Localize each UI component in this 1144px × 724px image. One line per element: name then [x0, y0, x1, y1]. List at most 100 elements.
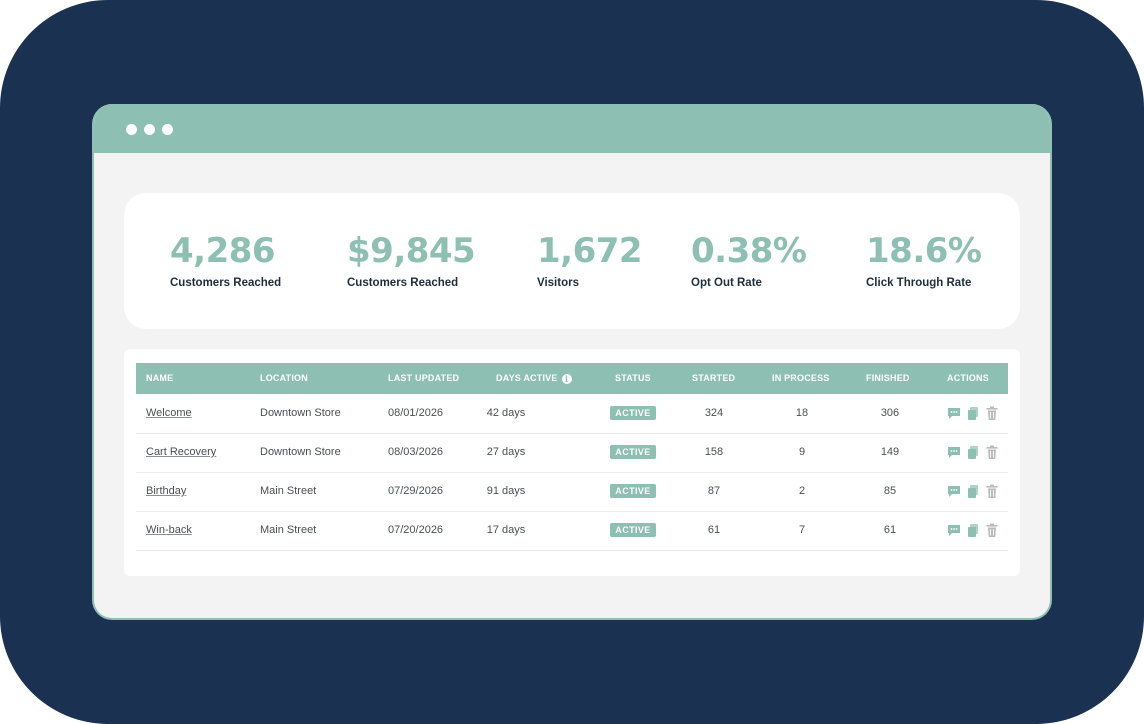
cell-value: Downtown Store [260, 446, 341, 458]
window-dot-2[interactable] [144, 124, 155, 135]
cell-value: 9 [798, 446, 806, 458]
stat-value: $9,845 [347, 231, 476, 271]
copy-icon[interactable] [966, 406, 980, 421]
column-header-name[interactable]: NAME [146, 373, 174, 383]
trash-icon[interactable] [985, 445, 999, 460]
cell-name: Welcome [146, 394, 192, 433]
cell-value: 91 days [486, 485, 526, 497]
column-header-last-updated[interactable]: LAST UPDATED [388, 373, 460, 383]
stat-label: Visitors [537, 277, 579, 289]
message-icon[interactable] [947, 445, 961, 460]
cell-value: Main Street [260, 485, 317, 497]
cell-value: 306 [880, 407, 900, 419]
stat-click-through-rate: 18.6% Click Through Rate [866, 231, 982, 289]
stat-label: Opt Out Rate [691, 277, 762, 289]
cell-value: 85 [883, 485, 897, 497]
stat-value: 0.38% [691, 231, 807, 271]
stat-value: 1,672 [537, 231, 643, 271]
cell-value: 07/20/2026 [388, 524, 444, 536]
campaign-name-link[interactable]: Win-back [146, 524, 192, 536]
table-row[interactable]: Win-back Main Street 07/20/2026 17 days ACTI… [136, 511, 1008, 551]
stat-visitors: 1,672 Visitors [537, 231, 643, 289]
cell-value: 2 [798, 485, 806, 497]
cell-value: 61 [883, 524, 897, 536]
cell-value: 42 days [486, 407, 526, 419]
copy-icon[interactable] [966, 484, 980, 499]
info-icon[interactable]: i [561, 373, 572, 384]
cell-started: 158 [684, 433, 744, 472]
cell-value: Main Street [260, 524, 317, 536]
message-icon[interactable] [947, 523, 961, 538]
status-badge: ACTIVE [610, 445, 656, 460]
cell-name: Birthday [146, 472, 186, 511]
cell-name: Win-back [146, 511, 192, 550]
stat-label: Click Through Rate [866, 277, 972, 289]
cell-finished: 306 [860, 394, 920, 433]
cell-location: Downtown Store [260, 394, 341, 433]
cell-in-process: 9 [772, 433, 832, 472]
table-header: NAME LOCATION LAST UPDATED DAYS ACTIVE i … [136, 363, 1008, 394]
status-badge: ACTIVE [610, 523, 656, 538]
campaign-name-link[interactable]: Cart Recovery [146, 446, 217, 458]
status-badge: ACTIVE [610, 406, 656, 421]
cell-location: Main Street [260, 511, 316, 550]
trash-icon[interactable] [985, 523, 999, 538]
cell-days-active: 17 days [466, 511, 546, 550]
column-header-in-process[interactable]: IN PROCESS [772, 373, 830, 383]
stat-label: Customers Reached [170, 277, 282, 289]
stat-customers-reached: 4,286 Customers Reached [170, 231, 281, 289]
cell-value: 08/01/2026 [388, 407, 444, 419]
cell-finished: 85 [860, 472, 920, 511]
column-header-status[interactable]: STATUS [615, 373, 651, 383]
trash-icon[interactable] [985, 406, 999, 421]
browser-window: 4,286 Customers Reached $9,845 Customers… [92, 104, 1052, 620]
column-header-started[interactable]: STARTED [692, 373, 736, 383]
stat-label: Customers Reached [347, 277, 459, 289]
status-badge: ACTIVE [610, 484, 656, 499]
cell-status: ACTIVE [600, 394, 666, 433]
stats-card: 4,286 Customers Reached $9,845 Customers… [124, 193, 1020, 329]
message-icon[interactable] [947, 484, 961, 499]
cell-value: 18 [795, 407, 809, 419]
campaign-name-link[interactable]: Welcome [146, 407, 192, 419]
cell-status: ACTIVE [600, 472, 666, 511]
column-header-finished[interactable]: FINISHED [866, 373, 910, 383]
table-row[interactable]: Birthday Main Street 07/29/2026 91 days ACTI… [136, 472, 1008, 512]
column-header-location[interactable]: LOCATION [260, 373, 308, 383]
cell-name: Cart Recovery [146, 433, 216, 472]
cell-value: 61 [707, 524, 721, 536]
cell-last-updated: 08/03/2026 [388, 433, 443, 472]
cell-value: 324 [704, 407, 724, 419]
campaigns-table: NAME LOCATION LAST UPDATED DAYS ACTIVE i … [124, 349, 1020, 576]
stat-customers-reached-revenue: $9,845 Customers Reached [347, 231, 476, 289]
cell-value: 08/03/2026 [388, 446, 444, 458]
table-row[interactable]: Welcome Downtown Store 08/01/2026 42 days AC… [136, 394, 1008, 434]
window-dot-3[interactable] [162, 124, 173, 135]
table-row[interactable]: Cart Recovery Downtown Store 08/03/2026 27 … [136, 433, 1008, 473]
cell-value: 7 [798, 524, 806, 536]
copy-icon[interactable] [966, 523, 980, 538]
cell-in-process: 18 [772, 394, 832, 433]
message-icon[interactable] [947, 406, 961, 421]
cell-days-active: 27 days [466, 433, 546, 472]
cell-finished: 61 [860, 511, 920, 550]
cell-value: 149 [880, 446, 900, 458]
cell-last-updated: 07/29/2026 [388, 472, 443, 511]
trash-icon[interactable] [985, 484, 999, 499]
window-dot-1[interactable] [126, 124, 137, 135]
cell-value: 07/29/2026 [388, 485, 444, 497]
column-header-days-active[interactable]: DAYS ACTIVE i [496, 363, 572, 394]
campaign-name-link[interactable]: Birthday [146, 485, 187, 497]
copy-icon[interactable] [966, 445, 980, 460]
stat-value: 4,286 [170, 231, 276, 271]
column-header-days-active-label: DAYS ACTIVE [496, 373, 558, 383]
cell-last-updated: 08/01/2026 [388, 394, 443, 433]
cell-value: Downtown Store [260, 407, 341, 419]
stat-opt-out-rate: 0.38% Opt Out Rate [691, 231, 807, 289]
cell-status: ACTIVE [600, 511, 666, 550]
cell-status: ACTIVE [600, 433, 666, 472]
window-titlebar [94, 104, 1050, 153]
cell-started: 324 [684, 394, 744, 433]
cell-finished: 149 [860, 433, 920, 472]
